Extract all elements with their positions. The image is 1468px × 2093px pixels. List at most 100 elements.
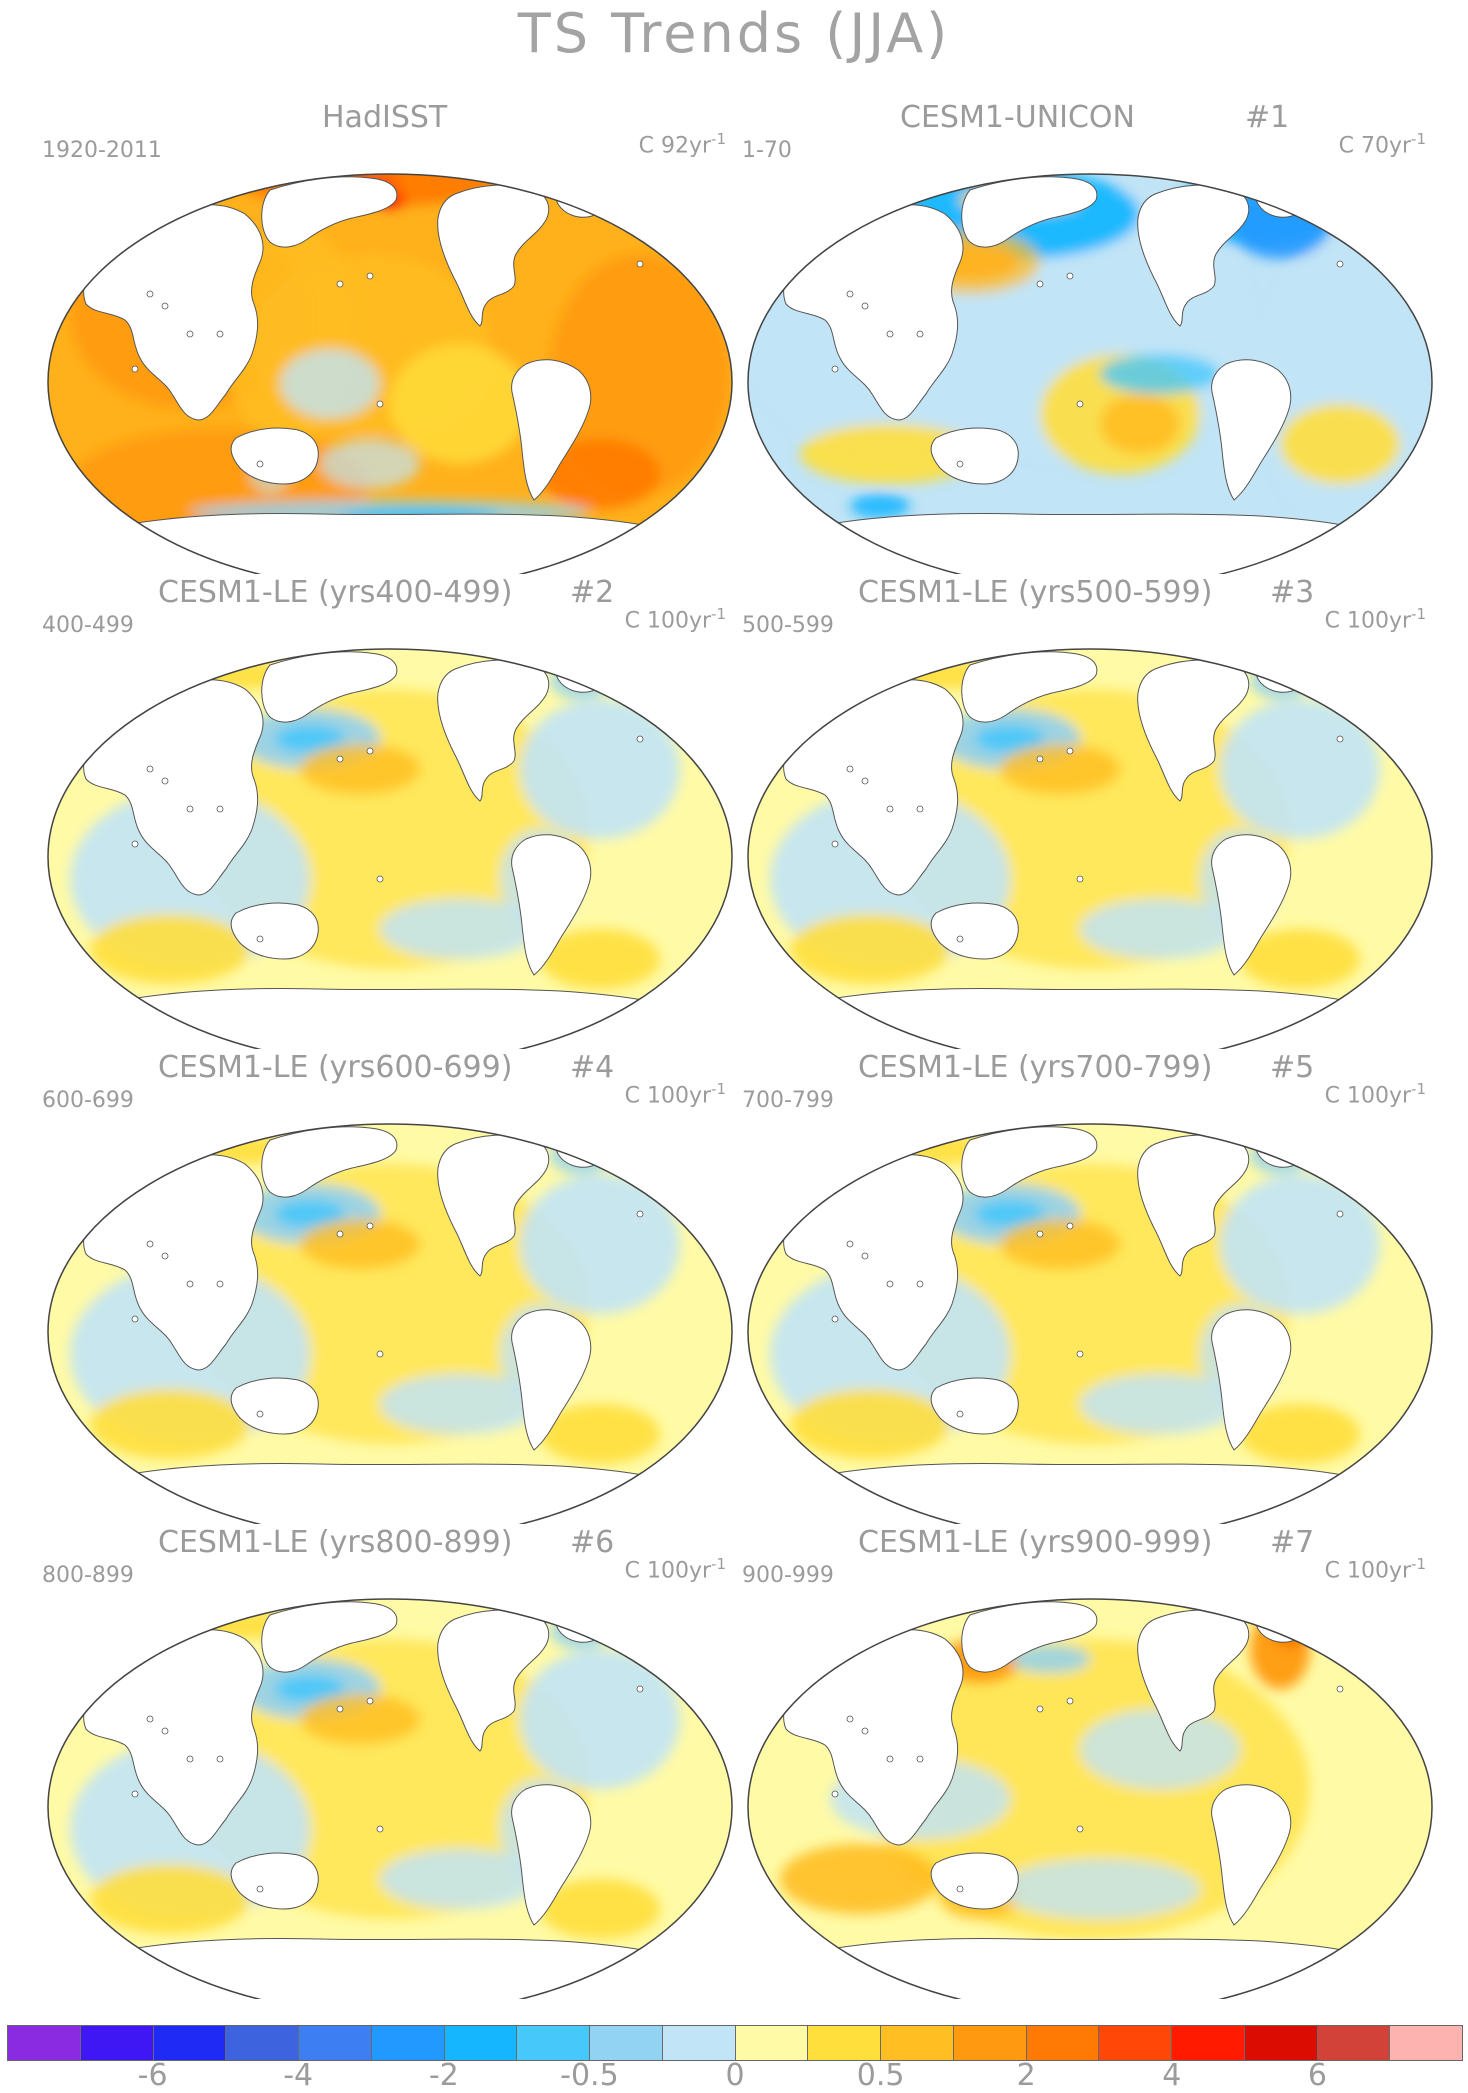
land-antarctica xyxy=(799,988,1381,1049)
land-australia xyxy=(930,902,1019,960)
panel-number: #2 xyxy=(570,575,615,610)
panel-years: 400-499 xyxy=(42,613,134,638)
panel-title: CESM1-LE (yrs600-699) #4 xyxy=(40,1050,740,1088)
colorbar xyxy=(7,2025,1463,2061)
panel-title: CESM1-LE (yrs700-799) #5 xyxy=(740,1050,1440,1088)
colorbar-segment xyxy=(953,2026,1027,2060)
land-antarctica xyxy=(99,988,681,1049)
world-map xyxy=(47,648,733,1049)
panel-model-name: CESM1-UNICON xyxy=(900,100,1135,135)
panel-title: HadISST xyxy=(40,100,740,138)
land-samerica xyxy=(1211,1784,1292,1926)
land-australia xyxy=(930,1377,1019,1435)
panel-years: 800-899 xyxy=(42,1563,134,1588)
colorbar-segment xyxy=(590,2026,663,2060)
colorbar-segment xyxy=(1317,2026,1391,2060)
panel-title: CESM1-LE (yrs500-599) #3 xyxy=(740,575,1440,613)
colorbar-segment xyxy=(371,2026,445,2060)
panel-years: 500-599 xyxy=(742,613,834,638)
colorbar-segment xyxy=(444,2026,518,2060)
land-asiaTop xyxy=(261,1126,398,1198)
panel-units: C 100yr-1 xyxy=(624,1555,726,1584)
panel-units: C 70yr-1 xyxy=(1338,130,1426,159)
land-asiaTop xyxy=(261,1601,398,1673)
panel-units: C 100yr-1 xyxy=(624,605,726,634)
panel-title: CESM1-UNICON #1 xyxy=(740,100,1440,138)
colorbar-segment xyxy=(1244,2026,1318,2060)
colorbar-segment xyxy=(1099,2026,1172,2060)
map-panel: HadISST 1920-2011 C 92yr-1 xyxy=(40,100,740,574)
land-samerica xyxy=(511,1784,592,1926)
panel-model-name: CESM1-LE (yrs900-999) xyxy=(858,1525,1213,1560)
panel-model-name: CESM1-LE (yrs800-899) xyxy=(158,1525,513,1560)
colorbar-segment xyxy=(1172,2026,1245,2060)
land-samerica xyxy=(1211,1309,1292,1451)
panel-years: 900-999 xyxy=(742,1563,834,1588)
map-panel: CESM1-LE (yrs400-499) #2 400-499 C 100yr-1 xyxy=(40,575,740,1049)
land-samerica xyxy=(1211,834,1292,976)
colorbar-segment xyxy=(1390,2026,1462,2060)
colorbar-segment xyxy=(1026,2026,1100,2060)
panel-number: #4 xyxy=(570,1050,615,1085)
panel-number: #6 xyxy=(570,1525,615,1560)
land-australia xyxy=(930,1852,1019,1910)
colorbar-label: 0 xyxy=(725,2058,745,2093)
land-samerica xyxy=(1211,359,1292,501)
panel-units: C 100yr-1 xyxy=(1324,1555,1426,1584)
colorbar-segment xyxy=(153,2026,227,2060)
land-antarctica xyxy=(799,513,1381,574)
panel-years: 600-699 xyxy=(42,1088,134,1113)
land-antarctica xyxy=(99,1938,681,1999)
colorbar-label: 0.5 xyxy=(856,2058,905,2093)
panel-model-name: CESM1-LE (yrs500-599) xyxy=(858,575,1213,610)
world-map xyxy=(747,648,1433,1049)
panel-number: #5 xyxy=(1270,1050,1315,1085)
world-map xyxy=(47,173,733,574)
colorbar-label: -6 xyxy=(137,2058,168,2093)
map-panel: CESM1-LE (yrs900-999) #7 900-999 C 100yr-1 xyxy=(740,1525,1440,1999)
land-antarctica xyxy=(99,513,681,574)
panel-number: #7 xyxy=(1270,1525,1315,1560)
map-panel: CESM1-UNICON #1 1-70 C 70yr-1 xyxy=(740,100,1440,574)
panel-units: C 100yr-1 xyxy=(1324,1080,1426,1109)
land-asiaTop xyxy=(961,176,1098,248)
world-map xyxy=(747,1123,1433,1524)
colorbar-segment xyxy=(80,2026,154,2060)
land-australia xyxy=(230,902,319,960)
colorbar-segment xyxy=(8,2026,81,2060)
map-panel: CESM1-LE (yrs700-799) #5 700-799 C 100yr-1 xyxy=(740,1050,1440,1524)
panel-units: C 92yr-1 xyxy=(638,130,726,159)
colorbar-label: -0.5 xyxy=(560,2058,619,2093)
colorbar-label: -2 xyxy=(428,2058,459,2093)
colorbar-segment xyxy=(662,2026,736,2060)
world-map xyxy=(747,173,1433,574)
panel-model-name: CESM1-LE (yrs600-699) xyxy=(158,1050,513,1085)
colorbar-segment xyxy=(517,2026,590,2060)
panel-number: #3 xyxy=(1270,575,1315,610)
land-australia xyxy=(230,1377,319,1435)
panel-units: C 100yr-1 xyxy=(624,1080,726,1109)
land-australia xyxy=(230,1852,319,1910)
panel-number: #1 xyxy=(1245,100,1290,135)
colorbar-label: -4 xyxy=(283,2058,314,2093)
colorbar-segment xyxy=(299,2026,372,2060)
land-samerica xyxy=(511,834,592,976)
land-samerica xyxy=(511,1309,592,1451)
land-asiaTop xyxy=(261,651,398,723)
world-map xyxy=(47,1123,733,1524)
land-antarctica xyxy=(799,1938,1381,1999)
land-australia xyxy=(930,427,1019,485)
colorbar-label: 2 xyxy=(1016,2058,1036,2093)
panel-model-name: CESM1-LE (yrs700-799) xyxy=(858,1050,1213,1085)
land-antarctica xyxy=(799,1463,1381,1524)
land-australia xyxy=(230,427,319,485)
land-samerica xyxy=(511,359,592,501)
land-asiaTop xyxy=(261,176,398,248)
colorbar-label: 6 xyxy=(1307,2058,1327,2093)
panel-years: 1-70 xyxy=(742,138,792,163)
colorbar-segment xyxy=(881,2026,954,2060)
panel-units: C 100yr-1 xyxy=(1324,605,1426,634)
panel-model-name: CESM1-LE (yrs400-499) xyxy=(158,575,513,610)
world-map xyxy=(47,1598,733,1999)
world-map xyxy=(747,1598,1433,1999)
